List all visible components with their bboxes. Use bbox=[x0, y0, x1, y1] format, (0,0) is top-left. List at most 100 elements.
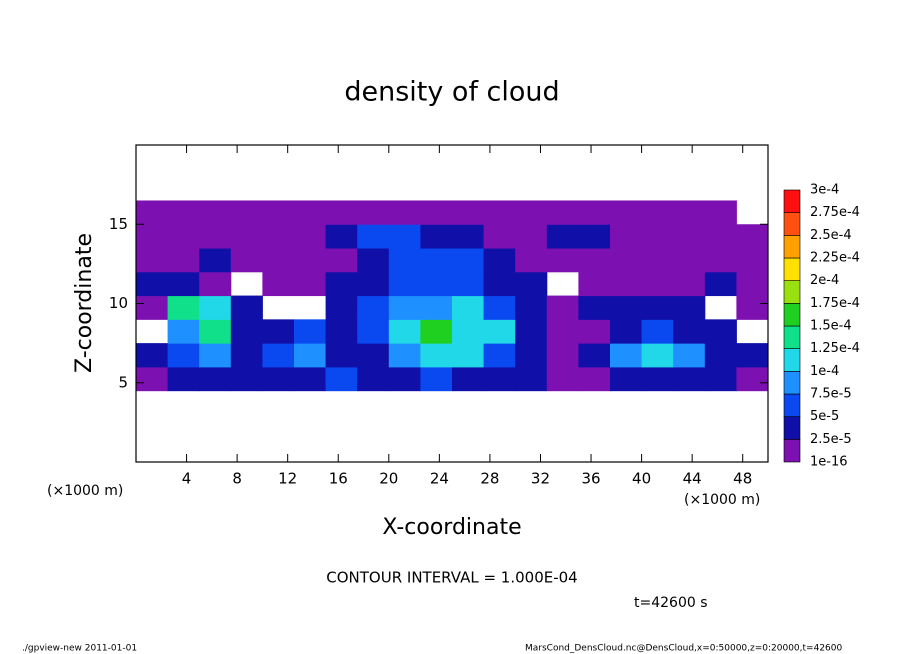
heat-cell bbox=[610, 200, 643, 225]
heat-cell bbox=[325, 248, 358, 273]
colorbar-box bbox=[783, 212, 801, 236]
heat-cell bbox=[673, 200, 706, 225]
heat-cell bbox=[420, 248, 453, 273]
heat-cell bbox=[452, 343, 485, 368]
heat-cell bbox=[704, 366, 737, 392]
heat-cell bbox=[136, 224, 169, 249]
heat-cell bbox=[199, 248, 232, 273]
heat-cell bbox=[167, 248, 200, 273]
colorbar-label: 7.5e-5 bbox=[810, 387, 852, 402]
heat-cell bbox=[641, 224, 674, 249]
heat-cell bbox=[294, 271, 327, 297]
x-axis-label: X-coordinate bbox=[382, 515, 521, 540]
heat-cell bbox=[325, 295, 358, 320]
x-tick-label: 40 bbox=[632, 470, 651, 488]
heat-cell bbox=[641, 200, 674, 225]
heat-cell bbox=[673, 295, 706, 320]
heat-cell bbox=[736, 343, 769, 368]
heat-cell bbox=[388, 248, 421, 273]
heat-cell bbox=[230, 224, 263, 249]
heat-cell bbox=[483, 319, 516, 344]
colorbar-box bbox=[783, 303, 801, 327]
heat-cell bbox=[483, 271, 516, 297]
heat-cell bbox=[294, 224, 327, 249]
heat-cell bbox=[388, 343, 421, 368]
x-tick-label: 20 bbox=[379, 470, 398, 488]
heat-cell bbox=[357, 224, 390, 249]
heat-cell bbox=[736, 366, 769, 392]
heat-cell bbox=[578, 224, 611, 249]
heat-cell bbox=[704, 224, 737, 249]
x-tick-label: 36 bbox=[581, 470, 600, 488]
colorbar-box bbox=[783, 416, 801, 440]
heat-cell bbox=[167, 366, 200, 392]
heat-cell bbox=[388, 319, 421, 344]
heat-cell bbox=[704, 271, 737, 297]
heat-cell bbox=[262, 248, 295, 273]
heat-cell bbox=[136, 248, 169, 273]
heat-cell bbox=[325, 271, 358, 297]
colorbar-box bbox=[783, 280, 801, 304]
heat-cell bbox=[736, 295, 769, 320]
heat-cell bbox=[230, 319, 263, 344]
heat-cell bbox=[420, 224, 453, 249]
heat-cell bbox=[546, 366, 579, 392]
heat-cell bbox=[388, 200, 421, 225]
heat-cell bbox=[515, 295, 548, 320]
contour-note: CONTOUR INTERVAL = 1.000E-04 bbox=[326, 569, 577, 587]
heat-cell bbox=[230, 200, 263, 225]
heat-cell bbox=[262, 343, 295, 368]
heat-cell bbox=[546, 343, 579, 368]
heat-cell bbox=[641, 343, 674, 368]
heat-cell bbox=[641, 366, 674, 392]
heat-cell bbox=[578, 319, 611, 344]
heat-cell bbox=[388, 224, 421, 249]
x-tick-label: 48 bbox=[733, 470, 752, 488]
heat-cell bbox=[199, 319, 232, 344]
heat-cell bbox=[388, 295, 421, 320]
heat-cell bbox=[357, 366, 390, 392]
heat-cell bbox=[262, 224, 295, 249]
heat-cell bbox=[420, 319, 453, 344]
heat-cell bbox=[578, 248, 611, 273]
heat-cell bbox=[452, 271, 485, 297]
heat-cell bbox=[673, 224, 706, 249]
heat-cell bbox=[452, 248, 485, 273]
heat-cell bbox=[578, 200, 611, 225]
heat-cell bbox=[610, 343, 643, 368]
footer-right: MarsCond_DensCloud.nc@DensCloud,x=0:5000… bbox=[525, 644, 842, 654]
heat-cell bbox=[483, 248, 516, 273]
heat-cell bbox=[357, 271, 390, 297]
heat-cell bbox=[673, 343, 706, 368]
heat-cell bbox=[578, 366, 611, 392]
heat-cell bbox=[546, 319, 579, 344]
x-unit-right: (×1000 m) bbox=[684, 492, 760, 508]
x-tick-label: 8 bbox=[232, 470, 242, 488]
heat-cell bbox=[610, 248, 643, 273]
heat-cell bbox=[673, 271, 706, 297]
heat-cell bbox=[357, 319, 390, 344]
heat-cell bbox=[357, 248, 390, 273]
heat-cell bbox=[230, 366, 263, 392]
heat-cell bbox=[325, 366, 358, 392]
heat-cell bbox=[610, 224, 643, 249]
colorbar-label: 1e-4 bbox=[810, 364, 839, 379]
heat-cell bbox=[578, 343, 611, 368]
heat-cell bbox=[388, 271, 421, 297]
heat-cell bbox=[420, 343, 453, 368]
heat-cell bbox=[199, 295, 232, 320]
heat-cell bbox=[673, 319, 706, 344]
heat-cell bbox=[325, 319, 358, 344]
heat-cell bbox=[452, 224, 485, 249]
heat-cell bbox=[736, 248, 769, 273]
heat-cell bbox=[230, 295, 263, 320]
heat-cell bbox=[546, 224, 579, 249]
heat-cell bbox=[610, 366, 643, 392]
heat-cell bbox=[515, 248, 548, 273]
heat-cell bbox=[515, 200, 548, 225]
x-tick-label: 4 bbox=[182, 470, 192, 488]
heat-cell bbox=[483, 200, 516, 225]
heat-cell bbox=[610, 319, 643, 344]
heat-cell bbox=[641, 319, 674, 344]
